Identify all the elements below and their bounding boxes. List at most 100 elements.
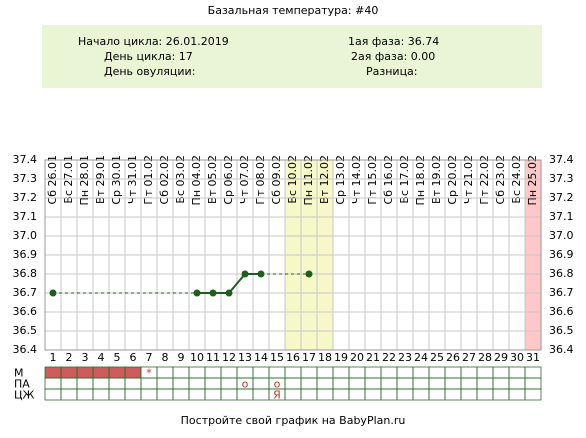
row-cell bbox=[428, 377, 446, 390]
date-label: Пт 08.02 bbox=[254, 155, 267, 205]
row-cell bbox=[412, 388, 430, 401]
date-label: Ср 20.02 bbox=[446, 155, 459, 205]
date-label: Сб 16.02 bbox=[382, 155, 395, 204]
row-cell bbox=[44, 377, 62, 390]
row-cell bbox=[252, 388, 270, 401]
y-tick-label-right: 37.1 bbox=[549, 210, 574, 223]
row-cell bbox=[284, 388, 302, 401]
point bbox=[305, 270, 313, 278]
row-cell bbox=[236, 388, 254, 401]
cell-mark: о bbox=[274, 378, 281, 391]
x-tick-label: 12 bbox=[222, 351, 236, 364]
cell-mark: о bbox=[242, 378, 249, 391]
y-tick-label: 36.5 bbox=[13, 324, 38, 337]
row-cell bbox=[508, 366, 526, 379]
row-cell bbox=[460, 377, 478, 390]
info-right: Разница: bbox=[366, 65, 418, 78]
x-tick-label: 28 bbox=[478, 351, 492, 364]
x-tick-label: 5 bbox=[114, 351, 121, 364]
row-cell bbox=[140, 388, 158, 401]
row-label: ПА bbox=[14, 378, 30, 391]
date-label: Ср 30.01 bbox=[110, 155, 123, 205]
point bbox=[193, 289, 201, 297]
row-cell bbox=[220, 377, 238, 390]
date-label: Ср 06.02 bbox=[222, 155, 235, 205]
x-tick-label: 13 bbox=[238, 351, 252, 364]
row-cell bbox=[428, 366, 446, 379]
x-tick-label: 17 bbox=[302, 351, 316, 364]
row-cell bbox=[172, 377, 190, 390]
row-cell bbox=[124, 388, 142, 401]
row-cell bbox=[172, 366, 190, 379]
y-tick-label: 37.1 bbox=[13, 210, 38, 223]
y-tick-label: 36.7 bbox=[13, 286, 38, 299]
row-cell bbox=[492, 388, 510, 401]
y-tick-label: 36.4 bbox=[13, 343, 38, 356]
x-tick-label: 2 bbox=[66, 351, 73, 364]
x-tick-label: 26 bbox=[446, 351, 460, 364]
x-tick-label: 23 bbox=[398, 351, 412, 364]
row-cell bbox=[348, 377, 366, 390]
info-left: День овуляции: bbox=[104, 65, 195, 78]
x-tick-label: 10 bbox=[190, 351, 204, 364]
row-cell bbox=[156, 377, 174, 390]
x-tick-label: 18 bbox=[318, 351, 332, 364]
row-cell bbox=[444, 366, 462, 379]
y-tick-label: 37.4 bbox=[13, 153, 38, 166]
x-tick-label: 8 bbox=[162, 351, 169, 364]
row-cell bbox=[204, 366, 222, 379]
info-right: 1ая фаза: 36.74 bbox=[348, 35, 439, 48]
row-label: ЦЖ bbox=[14, 389, 35, 402]
footer: Постройте свой график на BabyPlan.ru bbox=[181, 414, 406, 427]
filled-cell bbox=[93, 367, 109, 378]
row-cell bbox=[204, 377, 222, 390]
plot-border bbox=[44, 159, 542, 351]
date-label: Сб 23.02 bbox=[494, 155, 507, 204]
x-tick-label: 20 bbox=[350, 351, 364, 364]
row-cell bbox=[220, 388, 238, 401]
row-cell bbox=[524, 366, 542, 379]
row-cell bbox=[300, 388, 318, 401]
y-tick-label-right: 36.4 bbox=[549, 343, 574, 356]
row-cell bbox=[284, 366, 302, 379]
y-tick-label: 36.9 bbox=[13, 248, 38, 261]
row-cell bbox=[332, 388, 350, 401]
date-label: Пт 22.02 bbox=[478, 155, 491, 205]
row-cell bbox=[284, 377, 302, 390]
point bbox=[209, 289, 217, 297]
point bbox=[241, 270, 249, 278]
row-cell bbox=[396, 388, 414, 401]
row-cell bbox=[524, 377, 542, 390]
x-tick-label: 29 bbox=[494, 351, 508, 364]
filled-cell bbox=[125, 367, 141, 378]
point bbox=[225, 289, 233, 297]
row-cell bbox=[156, 388, 174, 401]
info-left: День цикла: 17 bbox=[104, 50, 193, 63]
info-box bbox=[42, 25, 542, 88]
x-tick-label: 24 bbox=[414, 351, 428, 364]
x-tick-label: 4 bbox=[98, 351, 105, 364]
x-tick-label: 19 bbox=[334, 351, 348, 364]
x-tick-label: 15 bbox=[270, 351, 284, 364]
row-cell bbox=[524, 388, 542, 401]
row-cell bbox=[60, 377, 78, 390]
y-tick-label-right: 37.4 bbox=[549, 153, 574, 166]
y-tick-label: 37.3 bbox=[13, 172, 38, 185]
row-cell bbox=[428, 388, 446, 401]
row-cell bbox=[236, 366, 254, 379]
point bbox=[257, 270, 265, 278]
y-tick-label-right: 37.2 bbox=[549, 191, 574, 204]
row-cell bbox=[172, 388, 190, 401]
row-cell bbox=[204, 388, 222, 401]
row-cell bbox=[140, 377, 158, 390]
date-label: Сб 02.02 bbox=[158, 155, 171, 204]
row-cell bbox=[508, 377, 526, 390]
row-cell bbox=[396, 366, 414, 379]
filled-cell bbox=[109, 367, 125, 378]
row-cell bbox=[300, 377, 318, 390]
row-cell bbox=[188, 366, 206, 379]
x-tick-label: 21 bbox=[366, 351, 380, 364]
row-cell bbox=[60, 388, 78, 401]
row-cell bbox=[300, 366, 318, 379]
cell-mark: Я bbox=[273, 389, 281, 402]
